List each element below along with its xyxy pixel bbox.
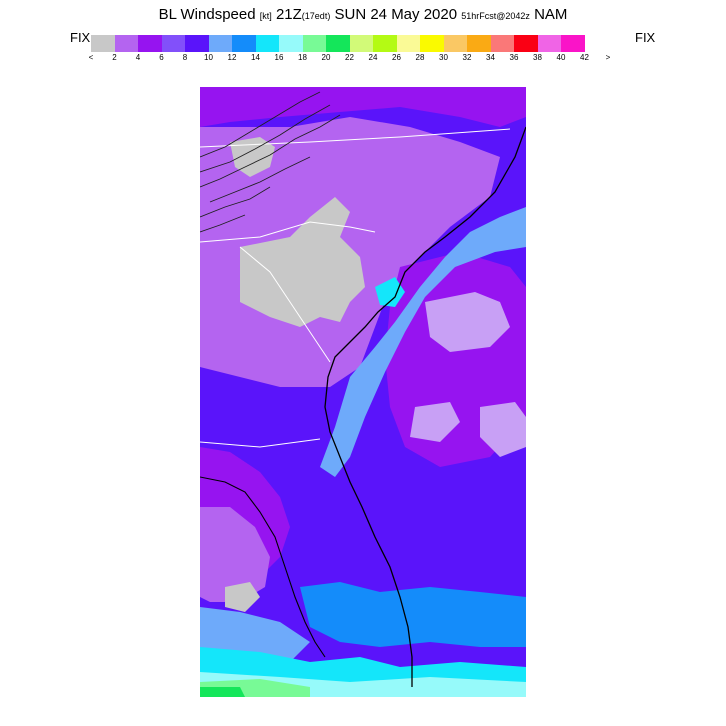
legend-swatch	[326, 35, 350, 52]
border-ga-fl	[200, 438, 321, 448]
legend-swatch	[561, 35, 585, 52]
legend-tick-label: 2	[112, 53, 117, 62]
legend-swatch	[91, 35, 115, 52]
legend-tick-label: 24	[368, 53, 378, 62]
legend-swatch	[443, 35, 467, 52]
legend-swatch	[396, 35, 420, 52]
legend-tick-label: 12	[227, 53, 237, 62]
title-units: [kt]	[259, 11, 272, 21]
legend-tick-label: 16	[274, 53, 284, 62]
legend-swatch	[490, 35, 514, 52]
legend-swatch	[114, 35, 138, 52]
title-model: NAM	[534, 6, 568, 23]
legend-tick-label: 32	[462, 53, 472, 62]
legend-tick-label: 36	[509, 53, 519, 62]
legend-tick-label: 40	[556, 53, 566, 62]
legend-swatch	[255, 35, 279, 52]
region-north-purple	[200, 87, 526, 127]
border-sc-ga	[239, 246, 331, 363]
legend-tick-label: 26	[392, 53, 401, 62]
legend-swatch	[514, 35, 538, 52]
title-main: BL Windspeed	[158, 6, 256, 23]
region-sound-cyan	[375, 277, 405, 307]
legend-tick-label: 42	[580, 53, 589, 62]
legend-tick-label: 4	[135, 53, 141, 62]
color-legend-ticks: <2 4 6 8 10 12 14 16 18 20 22 24 26 28 30 32 34 36 38 40 42 >	[0, 53, 726, 65]
title-date: SUN 24 May 2020	[334, 6, 458, 23]
legend-tick-label: 10	[204, 53, 213, 62]
legend-tick-label: 6	[159, 53, 164, 62]
coastline-gulf	[200, 476, 326, 658]
legend-swatch	[537, 35, 561, 52]
legend-tick-label: 8	[182, 53, 188, 62]
region-west-light	[200, 507, 270, 602]
legend-swatch	[208, 35, 232, 52]
region-corner-green	[200, 687, 245, 697]
fix-left-label: FIX	[70, 30, 91, 45]
wind-speed-map	[200, 87, 526, 697]
region-calm-inland	[240, 197, 365, 327]
coastline	[324, 126, 526, 687]
region-offshore-lavender-2	[410, 402, 460, 442]
legend-tick-label: 30	[439, 53, 448, 62]
region-calm-ridge	[230, 137, 275, 177]
border-va-nc	[200, 128, 511, 148]
title-forecast: 51hrFcst@2042z	[461, 11, 530, 21]
legend-swatch	[467, 35, 491, 52]
legend-swatch	[302, 35, 326, 52]
legend-swatch	[373, 35, 397, 52]
legend-swatch	[232, 35, 256, 52]
color-legend	[91, 35, 585, 52]
title-valid: 21Z	[275, 6, 302, 23]
region-offshore-lavender-3	[480, 402, 526, 457]
legend-tick-label: >	[605, 53, 611, 62]
chart-title: BL Windspeed [kt] 21Z(17edt) SUN 24 May …	[0, 6, 726, 23]
legend-tick-label: 34	[486, 53, 495, 62]
legend-swatch	[349, 35, 373, 52]
legend-swatch	[420, 35, 444, 52]
legend-tick-label: 18	[298, 53, 307, 62]
border-nc-sc	[200, 221, 376, 243]
region-florida-blue	[300, 582, 526, 647]
state-borders	[200, 128, 511, 448]
legend-tick-label: 38	[533, 53, 542, 62]
title-local: (17edt)	[301, 11, 331, 21]
region-coastal-blue	[320, 207, 526, 477]
legend-tick-label: 22	[345, 53, 354, 62]
legend-swatch	[185, 35, 209, 52]
legend-tick-label: 14	[251, 53, 260, 62]
legend-swatch	[161, 35, 185, 52]
terrain-contours	[200, 91, 341, 233]
region-offshore-lavender-1	[425, 292, 510, 352]
legend-tick-label: <	[88, 53, 94, 62]
fix-right-label: FIX	[635, 30, 656, 45]
legend-swatch	[279, 35, 303, 52]
legend-tick-label: 28	[415, 53, 425, 62]
legend-tick-label: 20	[321, 53, 331, 62]
region-calm-florida	[225, 582, 260, 612]
legend-swatch	[138, 35, 162, 52]
